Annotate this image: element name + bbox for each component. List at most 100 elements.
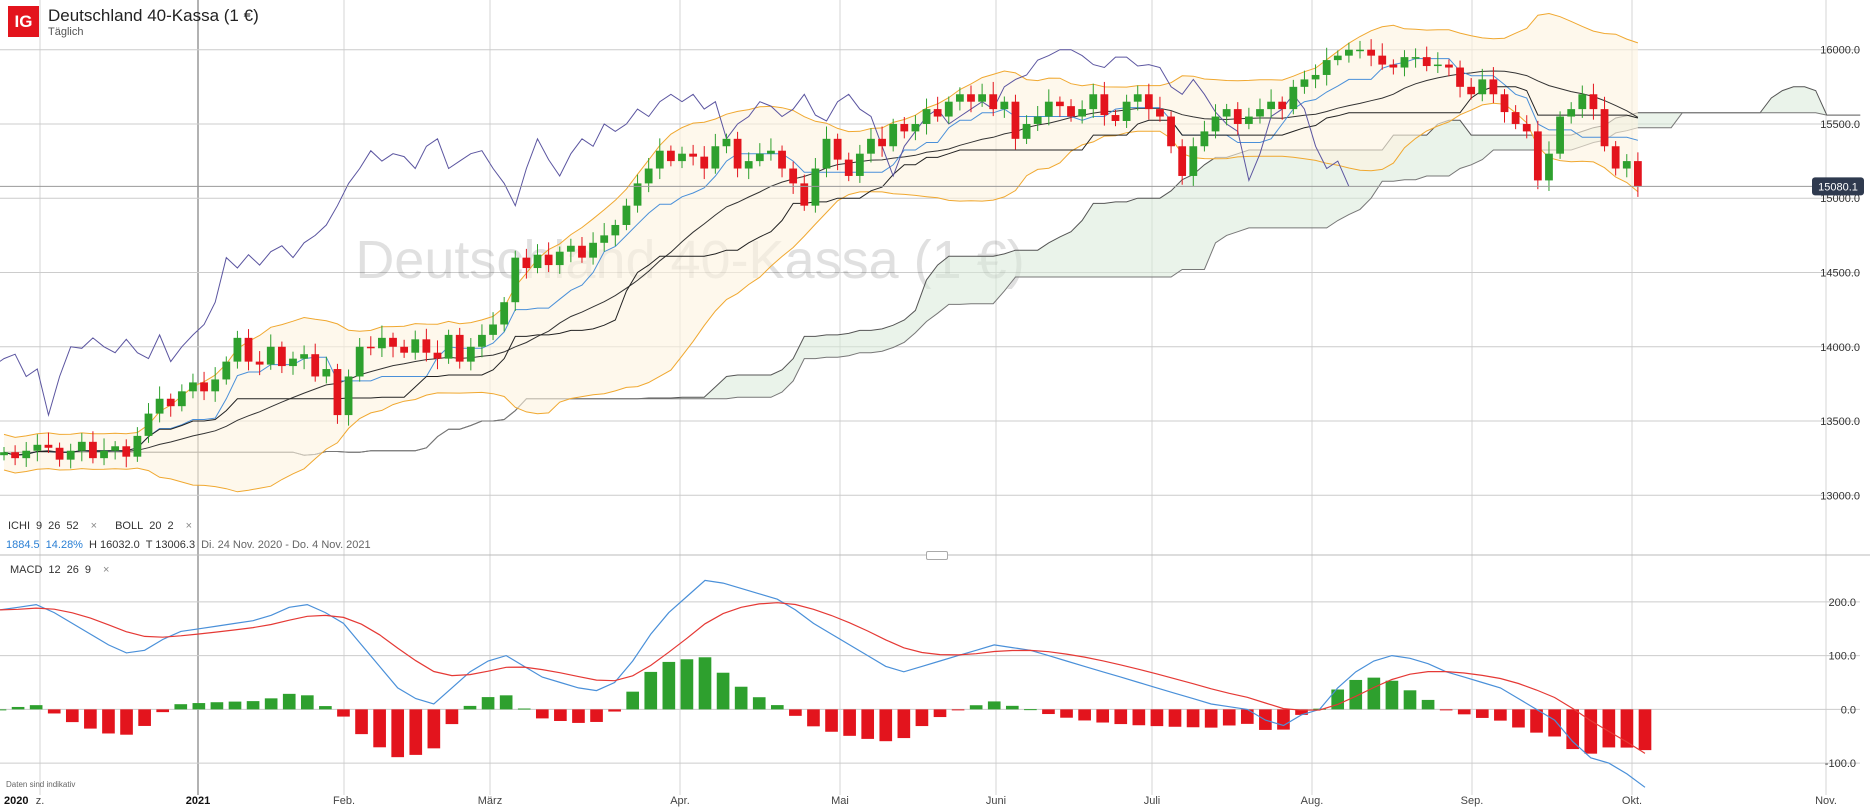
macd-histogram-bar — [680, 659, 694, 710]
candle-body — [1622, 161, 1631, 169]
macd-histogram-bar — [554, 709, 567, 721]
macd-histogram-bar — [409, 709, 423, 755]
macd-histogram-bar — [1150, 709, 1164, 727]
x-tick-label: Mai — [831, 795, 849, 807]
macd-histogram-bar — [1042, 709, 1055, 715]
macd-histogram-bar — [300, 695, 314, 710]
candle-body — [311, 354, 320, 377]
panel-resize-handle[interactable] — [926, 551, 948, 560]
close-icon[interactable]: × — [90, 520, 98, 532]
candle-body — [277, 346, 286, 367]
candle-body — [211, 379, 220, 392]
candle-body — [733, 138, 742, 169]
candle-body — [33, 444, 42, 451]
candle-body — [1345, 49, 1353, 56]
candle-body — [589, 242, 597, 258]
candle-body — [722, 138, 731, 147]
macd-histogram-bar — [11, 706, 25, 710]
x-tick-label: März — [478, 795, 502, 807]
candle-body — [978, 94, 986, 102]
macd-y-tick-label: 200.0 — [1828, 597, 1856, 609]
candle-body — [1478, 79, 1487, 95]
candle-body — [1633, 161, 1642, 187]
macd-histogram-bar — [445, 709, 459, 725]
change-percent: 14.28% — [45, 539, 83, 551]
candle-body — [1367, 49, 1376, 56]
macd-histogram-bar — [1602, 709, 1616, 748]
candle-body — [644, 168, 653, 184]
candle-body — [389, 337, 397, 347]
period-stats: 1884.5 14.28% H 16032.0 T 13006.3 Di. 24… — [6, 539, 371, 551]
macd-histogram-bar — [84, 709, 97, 729]
candle-body — [155, 398, 164, 414]
candle-body — [455, 334, 464, 362]
macd-histogram-bar — [1078, 709, 1091, 721]
candle-body — [133, 435, 142, 457]
candle-body — [255, 361, 264, 365]
close-icon[interactable]: × — [103, 564, 110, 576]
x-tick-label: Juli — [1144, 795, 1161, 807]
bollinger-middle — [3, 70, 1639, 456]
date-range: Di. 24 Nov. 2020 - Do. 4 Nov. 2021 — [201, 539, 371, 551]
macd-histogram-bar — [1222, 709, 1236, 726]
candle-body — [1222, 109, 1231, 117]
macd-histogram-bar — [626, 691, 640, 710]
bollinger-lower — [3, 102, 1639, 493]
macd-line — [0, 579, 1646, 788]
macd-histogram-bar — [391, 709, 405, 758]
macd-histogram-bar — [427, 709, 441, 749]
macd-histogram-bar — [282, 693, 296, 710]
candle-body — [989, 94, 998, 110]
candle-body — [1278, 101, 1287, 110]
candle-body — [355, 346, 364, 377]
ichimoku-indicator-tag[interactable]: ICHI 9 26 52 × BOLL 20 2 × — [8, 520, 193, 532]
macd-histogram-bar — [1024, 709, 1037, 711]
candle-body — [478, 334, 486, 347]
candle-body — [444, 334, 453, 359]
candle-body — [1467, 86, 1476, 95]
macd-histogram-bar — [65, 709, 79, 723]
macd-histogram-bar — [1638, 709, 1652, 751]
candle-body — [44, 444, 53, 448]
candle-body — [1200, 131, 1209, 147]
candle-body — [611, 224, 620, 236]
candle-body — [1000, 101, 1009, 110]
candle-body — [744, 161, 753, 169]
candle-body — [1411, 57, 1420, 59]
candle-body — [1433, 64, 1442, 67]
macd-indicator-tag[interactable]: MACD 12 26 9 × — [10, 564, 110, 576]
close-icon[interactable]: × — [185, 520, 193, 532]
candle-body — [1578, 94, 1587, 110]
candle-body — [833, 138, 842, 160]
candle-body — [1511, 112, 1520, 124]
candle-body — [867, 138, 875, 154]
candle-body — [689, 153, 698, 157]
candle-body — [889, 123, 898, 147]
candle-body — [811, 168, 820, 206]
ichimoku-cloud — [4, 86, 1861, 456]
candle-body — [844, 159, 853, 176]
candle-body — [344, 376, 353, 416]
candle-body — [1389, 64, 1398, 68]
candle-body — [1333, 55, 1342, 61]
x-tick-label: 2020 — [4, 795, 28, 807]
candle-body — [522, 257, 531, 269]
candle-body — [422, 339, 431, 353]
macd-histogram-bar — [319, 706, 332, 710]
candle-body — [767, 150, 775, 154]
candle-body — [333, 369, 342, 416]
change-value: 1884.5 — [6, 539, 40, 551]
candle-body — [244, 337, 253, 362]
macd-histogram-bar — [1204, 709, 1218, 728]
macd-histogram-bar — [1403, 690, 1417, 710]
candle-body — [1100, 94, 1109, 116]
candle-body — [622, 205, 631, 225]
candle-body — [1311, 74, 1320, 80]
macd-histogram-bar — [969, 705, 983, 710]
macd-histogram-bar — [698, 657, 712, 710]
candle-body — [944, 101, 953, 117]
chart-title: Deutschland 40-Kassa (1 €) — [48, 6, 259, 25]
macd-histogram-bar — [174, 704, 188, 710]
candle-body — [1422, 57, 1431, 67]
